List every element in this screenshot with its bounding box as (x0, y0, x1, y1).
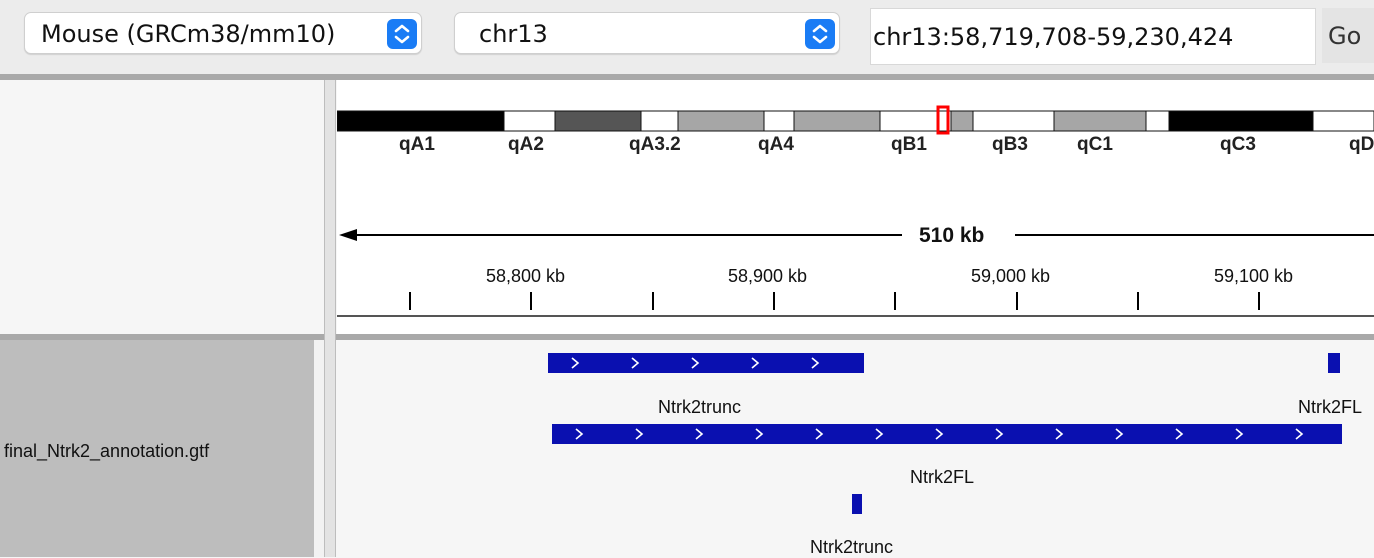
strand-chevron-icon (815, 428, 824, 440)
toolbar: Mouse (GRCm38/mm10) chr13 chr13:58,719,7… (0, 0, 1374, 74)
ideogram-band-label: qB1 (891, 134, 927, 155)
track-name-gap (314, 340, 324, 557)
ideogram-band[interactable] (950, 110, 974, 132)
ideogram-band-label: qA4 (758, 134, 794, 155)
ideogram-band[interactable] (1145, 110, 1170, 132)
strand-chevron-icon (631, 357, 640, 369)
strand-chevron-icon (875, 428, 884, 440)
strand-chevron-icon (635, 428, 644, 440)
strand-chevron-icon (695, 428, 704, 440)
header-name-panel (0, 80, 324, 334)
locus-input-value: chr13:58,719,708-59,230,424 (873, 23, 1234, 51)
chromosome-ideogram[interactable] (337, 104, 1374, 164)
span-label: 510 kb (919, 224, 985, 247)
track-data-panel[interactable] (337, 340, 1374, 557)
panel-splitter[interactable] (324, 80, 336, 557)
ideogram-band[interactable] (1168, 110, 1314, 132)
feature-label: Ntrk2trunc (658, 397, 742, 417)
ideogram-band[interactable] (503, 110, 556, 132)
ideogram-band-label: qA3.2 (629, 134, 681, 155)
ruler (337, 229, 1374, 317)
ideogram-band-label: qD (1349, 134, 1374, 155)
strand-chevron-icon (1175, 428, 1184, 440)
gene-feature-ntrk2trunc-short[interactable] (852, 494, 862, 514)
feature-label: Ntrk2trunc (810, 537, 894, 557)
tick-label: 59,000 kb (971, 266, 1051, 286)
feature-track[interactable] (337, 340, 1374, 557)
tick-label: 59,100 kb (1214, 266, 1294, 286)
span-arrow-left-icon (339, 229, 357, 241)
current-view-marker (936, 105, 950, 135)
strand-chevron-icon (811, 357, 820, 369)
chevron-updown-icon (805, 19, 835, 49)
ideogram-band[interactable] (640, 110, 679, 132)
ideogram-band[interactable] (763, 110, 795, 132)
ideogram-band-label: qC3 (1220, 134, 1256, 155)
ideogram-band[interactable] (972, 110, 1055, 132)
ideogram-band[interactable] (1312, 110, 1374, 132)
ideogram-band[interactable] (554, 110, 642, 132)
chromosome-dropdown-label: chr13 (479, 20, 548, 48)
strand-chevron-icon (1295, 428, 1304, 440)
strand-chevron-icon (575, 428, 584, 440)
strand-chevron-icon (751, 357, 760, 369)
genome-dropdown-label: Mouse (GRCm38/mm10) (41, 20, 336, 48)
go-button[interactable]: Go (1322, 8, 1374, 63)
go-button-label: Go (1328, 22, 1362, 50)
chevron-updown-icon (387, 19, 417, 49)
strand-chevron-icon (691, 357, 700, 369)
ideogram-band[interactable] (879, 110, 952, 132)
gene-feature-ntrk2fl[interactable] (552, 424, 1342, 444)
tick-label: 58,900 kb (728, 266, 808, 286)
feature-label: Ntrk2FL (910, 467, 975, 487)
header-divider[interactable] (0, 74, 1374, 80)
track-name-panel[interactable] (0, 340, 314, 557)
gene-feature-ntrk2fl-short[interactable] (1328, 353, 1340, 373)
ideogram-band[interactable] (677, 110, 765, 132)
ideogram-band[interactable] (793, 110, 881, 132)
tick-label: 58,800 kb (486, 266, 566, 286)
ideogram-band[interactable] (337, 110, 505, 132)
ideogram-band-label: qA1 (399, 134, 435, 155)
chromosome-dropdown[interactable]: chr13 (454, 12, 840, 54)
strand-chevron-icon (1235, 428, 1244, 440)
ideogram-band-label: qB3 (992, 134, 1028, 155)
track-divider[interactable] (0, 334, 1374, 340)
ideogram-band[interactable] (1053, 110, 1147, 132)
feature-label: Ntrk2FL (1298, 397, 1363, 417)
locus-input[interactable]: chr13:58,719,708-59,230,424 (870, 8, 1316, 65)
strand-chevron-icon (755, 428, 764, 440)
strand-chevron-icon (935, 428, 944, 440)
ideogram-band-label: qA2 (508, 134, 544, 155)
genome-dropdown[interactable]: Mouse (GRCm38/mm10) (24, 12, 422, 54)
strand-chevron-icon (1115, 428, 1124, 440)
gene-feature-ntrk2trunc[interactable] (548, 353, 864, 373)
strand-chevron-icon (1055, 428, 1064, 440)
track-name-label[interactable]: final_Ntrk2_annotation.gtf (4, 441, 210, 461)
strand-chevron-icon (571, 357, 580, 369)
ideogram-band-label: qC1 (1077, 134, 1113, 155)
strand-chevron-icon (995, 428, 1004, 440)
